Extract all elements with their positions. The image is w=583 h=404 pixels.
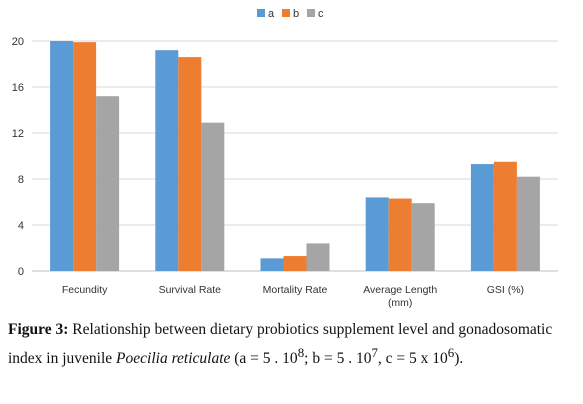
bars (50, 41, 540, 272)
x-category-label: GSI (%) (487, 284, 524, 296)
caption-text-5: ). (454, 350, 464, 368)
legend-swatch-c (307, 9, 315, 17)
legend-label-c: c (318, 8, 324, 20)
legend-label-b: b (293, 8, 299, 20)
caption-species: Poecilia reticulate (116, 350, 231, 368)
bar-a (50, 41, 74, 271)
x-category-label: Fecundity (62, 284, 108, 296)
x-category-label: Mortality Rate (263, 284, 328, 296)
legend-label-a: a (268, 8, 275, 20)
gridlines (32, 40, 558, 272)
y-tick-label: 12 (12, 128, 24, 140)
x-category-label: Survival Rate (159, 284, 222, 296)
legend-swatch-b (282, 9, 290, 17)
y-tick-label: 20 (12, 36, 24, 48)
caption-text-4: , c = 5 x 10 (377, 350, 448, 368)
bar-c (306, 243, 330, 271)
bar-b (73, 42, 97, 272)
bar-a (260, 258, 284, 271)
bar-c (411, 203, 435, 271)
caption-label: Figure 3: (8, 321, 69, 338)
bar-a (470, 164, 494, 271)
y-tick-label: 8 (18, 174, 24, 186)
y-axis-ticks: 0 4 8 12 16 20 (12, 36, 24, 278)
caption-exp-a: 8 (297, 345, 305, 360)
bar-c (201, 122, 225, 272)
bar-b (493, 161, 517, 271)
bar-b (283, 256, 307, 271)
bar-a (365, 197, 389, 271)
legend: a b c (257, 8, 324, 20)
x-axis-labels: Fecundity Survival Rate Mortality Rate Aver… (62, 284, 524, 309)
bar-chart: 0 4 8 12 16 20 Fecundity Survival Rate Mortalit… (12, 8, 558, 309)
caption-text-3: ; b = 5 . 10 (304, 350, 372, 368)
caption-text-1: Relationship between dietary probiotics … (8, 321, 553, 368)
bar-c (516, 176, 540, 271)
figure-caption: Figure 3: Relationship between dietary p… (8, 318, 576, 370)
caption-exp-c: 6 (447, 345, 455, 360)
caption-exp-b: 7 (371, 345, 378, 360)
bar-a (155, 50, 179, 272)
bar-c (96, 96, 120, 271)
bar-b (178, 57, 202, 271)
legend-swatch-a (257, 9, 265, 17)
y-tick-label: 0 (18, 266, 24, 278)
x-category-label: (mm) (388, 297, 413, 309)
bar-b (388, 198, 412, 271)
y-tick-label: 16 (12, 82, 24, 94)
y-tick-label: 4 (18, 220, 24, 232)
x-category-label: Average Length (363, 284, 437, 296)
caption-text-2: (a = 5 . 10 (230, 350, 298, 368)
